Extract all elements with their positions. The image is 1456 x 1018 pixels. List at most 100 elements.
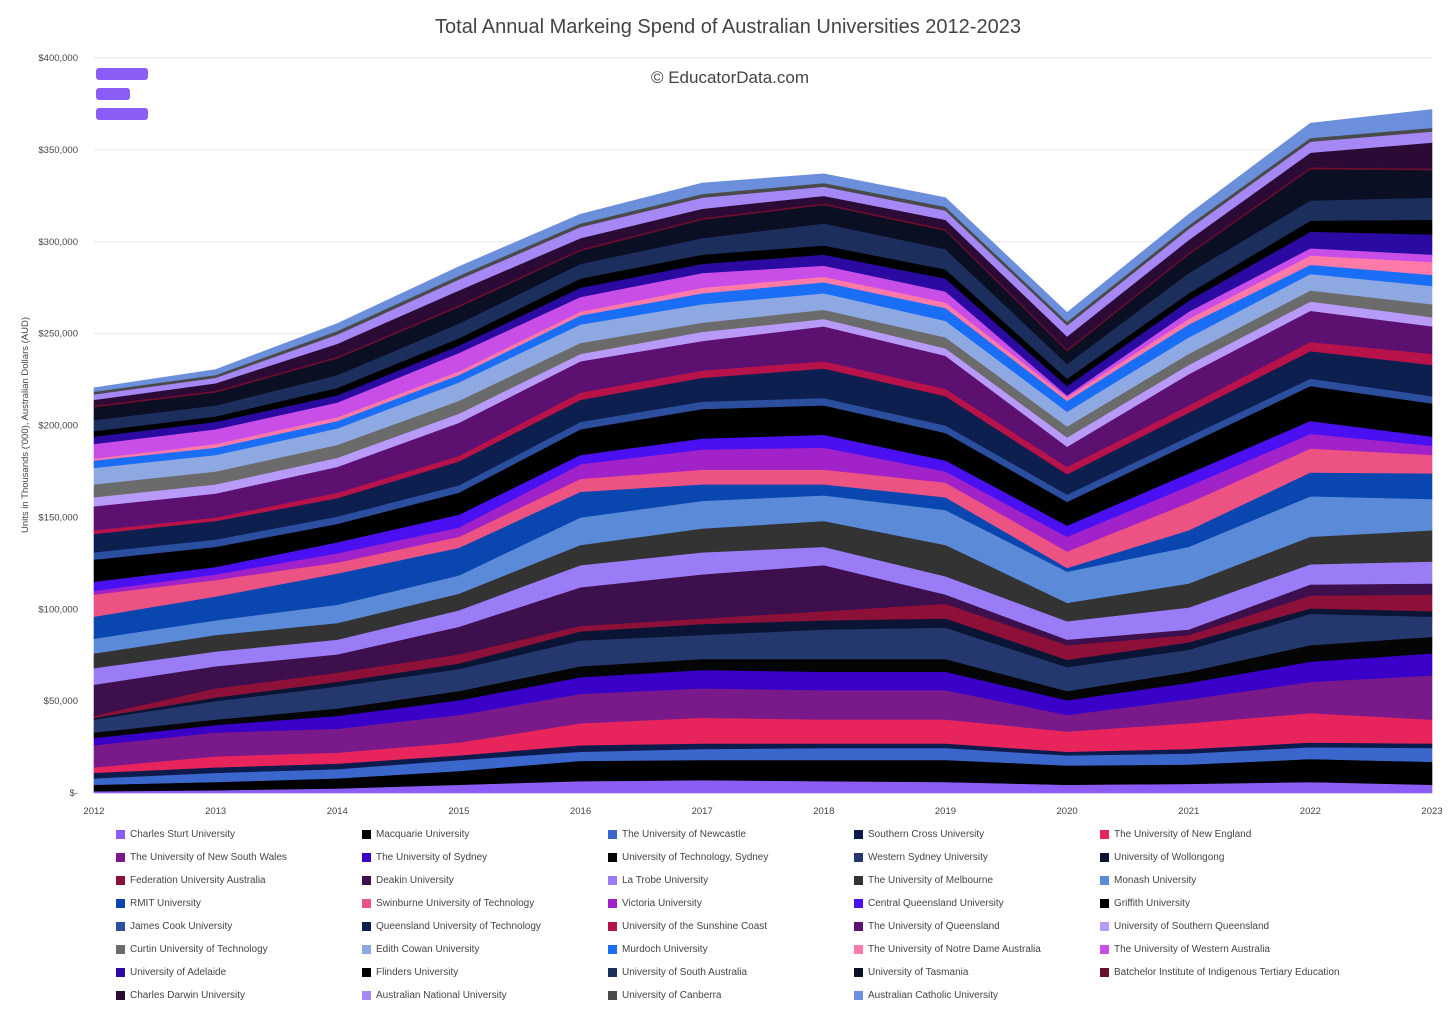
legend-swatch-icon [608,944,617,954]
legend-label: Charles Sturt University [130,828,236,840]
y-tick-label: $100,000 [38,604,78,615]
legend-swatch-icon [362,875,371,885]
legend-swatch-icon [1100,898,1109,908]
legend-label: University of Adelaide [130,966,227,978]
x-tick-label: 2021 [1178,806,1199,817]
legend-swatch-icon [854,898,863,908]
legend-item[interactable]: The University of Newcastle [608,826,746,842]
legend-item[interactable]: Swinburne University of Technology [362,895,534,911]
area-series-layer [93,109,1433,794]
x-tick-label: 2017 [692,806,713,817]
legend-item[interactable]: The University of New South Wales [116,849,287,865]
legend-swatch-icon [362,898,371,908]
legend-item[interactable]: University of Adelaide [116,964,226,980]
legend-item[interactable]: Australian Catholic University [854,987,998,1003]
legend-item[interactable]: Macquarie University [362,826,469,842]
legend-label: Southern Cross University [868,828,985,840]
legend-item[interactable]: University of Technology, Sydney [608,849,768,865]
legend-item[interactable]: Charles Sturt University [116,826,235,842]
legend-label: The University of Western Australia [1114,943,1270,955]
x-tick-label: 2023 [1421,806,1442,817]
legend-item[interactable]: Australian National University [362,987,507,1003]
legend-item[interactable]: Federation University Australia [116,872,266,888]
legend-label: The University of Notre Dame Australia [868,943,1041,955]
y-tick-label: $400,000 [38,53,78,64]
legend-swatch-icon [608,852,617,862]
legend-item[interactable]: Flinders University [362,964,458,980]
legend-swatch-icon [116,990,125,1000]
legend-item[interactable]: Curtin University of Technology [116,941,268,957]
legend-item[interactable]: The University of Western Australia [1100,941,1270,957]
legend-item[interactable]: University of Wollongong [1100,849,1224,865]
x-tick-label: 2014 [327,806,348,817]
x-tick-label: 2015 [448,806,469,817]
x-tick-label: 2019 [935,806,956,817]
legend-label: Central Queensland University [868,897,1004,909]
legend-swatch-icon [362,944,371,954]
y-axis-label: Units in Thousands ('000), Australian Do… [20,317,31,533]
legend-label: Curtin University of Technology [130,943,268,955]
legend-label: The University of Newcastle [622,828,746,840]
legend-swatch-icon [116,967,125,977]
legend-label: University of Technology, Sydney [622,851,769,863]
legend-label: Deakin University [376,874,454,886]
legend-item[interactable]: Griffith University [1100,895,1190,911]
legend-item[interactable]: The University of New England [1100,826,1251,842]
legend-swatch-icon [854,852,863,862]
x-tick-label: 2020 [1057,806,1078,817]
legend-item[interactable]: University of Southern Queensland [1100,918,1269,934]
legend-label: University of Southern Queensland [1114,920,1270,932]
legend-item[interactable]: Central Queensland University [854,895,1004,911]
legend-item[interactable]: University of Canberra [608,987,721,1003]
legend-swatch-icon [1100,829,1109,839]
legend-item[interactable]: The University of Notre Dame Australia [854,941,1041,957]
legend-label: Australian National University [376,989,507,1001]
watermark: © EducatorData.com [650,68,810,87]
legend-swatch-icon [116,875,125,885]
legend-swatch-icon [1100,944,1109,954]
y-tick-label: $- [70,788,78,799]
legend-item[interactable]: University of Tasmania [854,964,968,980]
legend-label: Murdoch University [622,943,708,955]
legend-swatch-icon [362,852,371,862]
axes: $- $50,000 $100,000 $150,000 $200,000 $250,00… [38,53,1442,817]
legend-item[interactable]: Western Sydney University [854,849,988,865]
legend-item[interactable]: The University of Melbourne [854,872,993,888]
legend-swatch-icon [854,921,863,931]
legend-swatch-icon [1100,875,1109,885]
legend-label: University of the Sunshine Coast [622,920,768,932]
x-tick-label: 2013 [205,806,226,817]
legend-item[interactable]: Victoria University [608,895,702,911]
y-tick-label: $50,000 [44,696,78,707]
legend-item[interactable]: James Cook University [116,918,232,934]
legend-label: Edith Cowan University [376,943,480,955]
legend-item[interactable]: Monash University [1100,872,1196,888]
legend-item[interactable]: Charles Darwin University [116,987,245,1003]
legend-item[interactable]: The University of Queensland [854,918,1000,934]
legend-label: Macquarie University [376,828,470,840]
legend-swatch-icon [608,990,617,1000]
legend-item[interactable]: Murdoch University [608,941,708,957]
legend-swatch-icon [608,898,617,908]
legend-item[interactable]: The University of Sydney [362,849,487,865]
legend-label: The University of New England [1114,828,1252,840]
legend-swatch-icon [1100,967,1109,977]
legend-item[interactable]: Edith Cowan University [362,941,479,957]
legend-swatch-icon [116,898,125,908]
legend-item[interactable]: University of South Australia [608,964,747,980]
legend-item[interactable]: RMIT University [116,895,201,911]
legend-swatch-icon [362,967,371,977]
area-series-australian-catholic-university[interactable] [93,109,1433,392]
legend-label: Batchelor Institute of Indigenous Tertia… [1114,966,1340,978]
legend-item[interactable]: Batchelor Institute of Indigenous Tertia… [1100,964,1340,980]
legend-swatch-icon [854,990,863,1000]
legend-label: University of Tasmania [868,966,969,978]
legend-item[interactable]: La Trobe University [608,872,708,888]
legend-label: Swinburne University of Technology [376,897,535,909]
legend-swatch-icon [116,944,125,954]
legend-item[interactable]: University of the Sunshine Coast [608,918,767,934]
legend-item[interactable]: Southern Cross University [854,826,984,842]
y-tick-label: $300,000 [38,237,78,248]
legend-item[interactable]: Queensland University of Technology [362,918,541,934]
legend-item[interactable]: Deakin University [362,872,454,888]
